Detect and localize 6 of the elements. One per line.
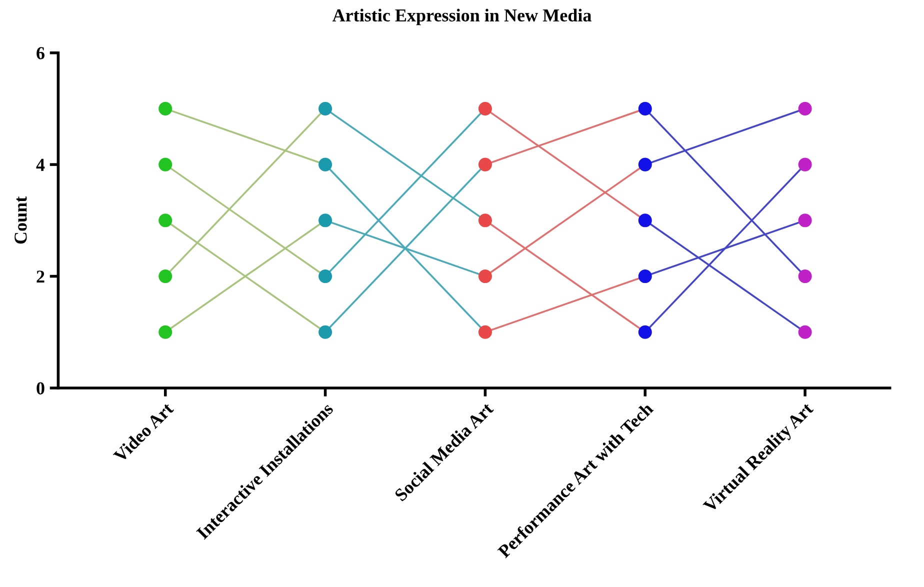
chart-title: Artistic Expression in New Media bbox=[332, 8, 592, 26]
y-tick-label: 6 bbox=[36, 47, 44, 60]
y-axis-title: Count bbox=[14, 196, 27, 244]
y-tick-label: 4 bbox=[36, 158, 45, 171]
y-tick-label: 0 bbox=[36, 382, 44, 394]
y-tick-label: 2 bbox=[36, 270, 44, 283]
